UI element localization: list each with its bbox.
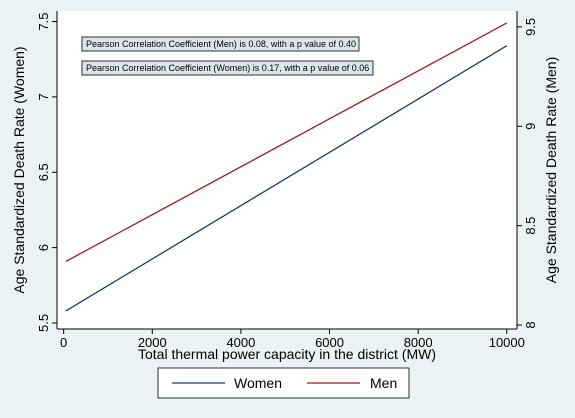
left-y-tick-label: 5.5 — [36, 314, 51, 332]
annotations: Pearson Correlation Coefficient (Men) is… — [81, 36, 374, 76]
annotation-box — [81, 36, 360, 52]
x-tick-label: 2000 — [138, 335, 167, 350]
left-y-tick-label: 6 — [36, 244, 51, 251]
annotation-text: Pearson Correlation Coefficient (Women) … — [86, 63, 369, 73]
x-tick-label: 0 — [60, 335, 67, 350]
left-y-tick-label: 6.5 — [36, 163, 51, 181]
left-y-axis: 5.5 6 6.5 7 7.5 — [36, 11, 58, 332]
annotation-text: Pearson Correlation Coefficient (Men) is… — [86, 39, 356, 49]
series-line-men — [65, 22, 508, 262]
legend: Women Men — [157, 367, 410, 399]
x-axis-title: Total thermal power capacity in the dist… — [138, 346, 436, 362]
x-tick-label: 4000 — [226, 335, 255, 350]
left-y-tick-label: 7.5 — [36, 13, 51, 31]
plot-area — [57, 11, 517, 329]
legend-box — [157, 367, 410, 399]
x-tick-label: 10000 — [489, 335, 525, 350]
x-tick-label: 6000 — [315, 335, 344, 350]
legend-men-label: Men — [370, 375, 397, 391]
annotation-box — [81, 60, 374, 76]
x-tick-label: 8000 — [404, 335, 433, 350]
left-y-tick-label: 7 — [36, 93, 51, 100]
right-y-axis-title: Age Standardized Death Rate (Men) — [543, 57, 559, 283]
right-y-tick-label: 8 — [523, 321, 538, 328]
right-y-axis: 8 8.5 9 9.5 — [516, 11, 538, 329]
series-line-women — [65, 45, 508, 312]
left-y-axis-title: Age Standardized Death Rate (Women) — [11, 46, 27, 293]
right-y-tick-label: 8.5 — [523, 217, 538, 235]
right-y-tick-label: 9 — [523, 123, 538, 130]
x-axis: 0 2000 4000 6000 8000 10000 — [57, 328, 525, 350]
legend-women-label: Women — [234, 375, 282, 391]
series-lines — [65, 22, 508, 312]
right-y-tick-label: 9.5 — [523, 18, 538, 36]
